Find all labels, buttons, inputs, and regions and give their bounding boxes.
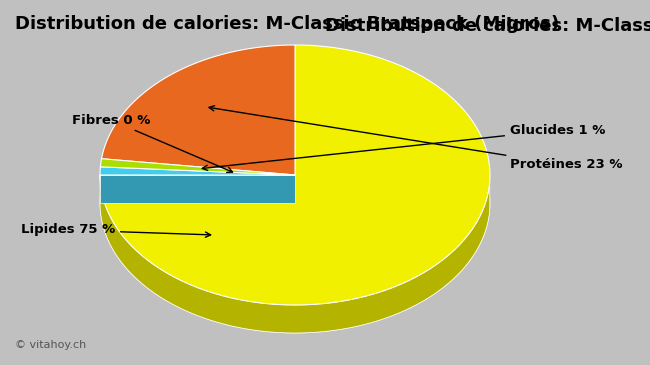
Text: © vitahoy.ch: © vitahoy.ch — [15, 340, 86, 350]
Polygon shape — [100, 175, 295, 203]
Polygon shape — [100, 175, 490, 333]
Polygon shape — [101, 45, 295, 175]
Text: Distribution de calories: M-Classic Bratspeck (Migros): Distribution de calories: M-Classic Brat… — [325, 17, 650, 35]
Text: Glucides 1 %: Glucides 1 % — [202, 123, 605, 170]
Text: Distribution de calories: M-Classic Bratspeck (Migros): Distribution de calories: M-Classic Brat… — [15, 15, 559, 33]
Text: Fibres 0 %: Fibres 0 % — [72, 114, 233, 172]
Polygon shape — [100, 45, 490, 305]
Text: Protéines 23 %: Protéines 23 % — [209, 105, 623, 172]
Polygon shape — [100, 167, 295, 175]
Text: Lipides 75 %: Lipides 75 % — [21, 223, 211, 237]
Polygon shape — [100, 159, 295, 175]
